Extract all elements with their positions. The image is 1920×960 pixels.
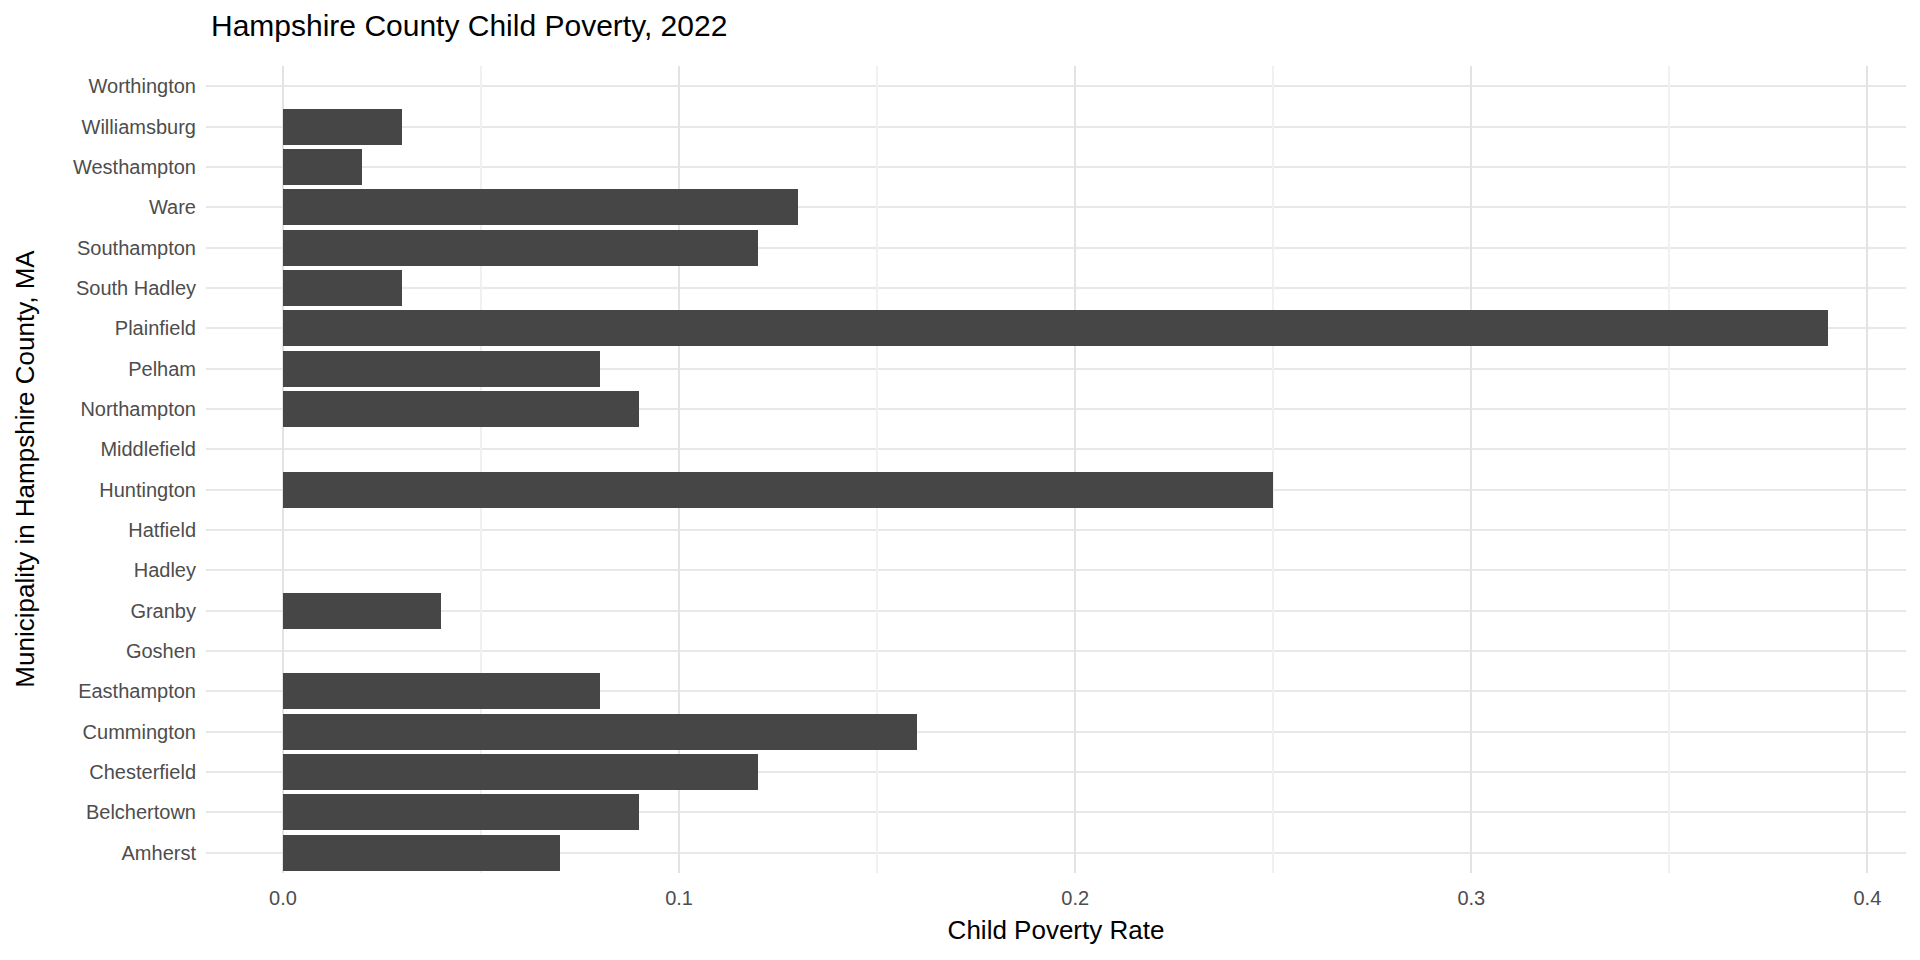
y-tick-label: Ware xyxy=(0,194,196,220)
x-gridline-minor xyxy=(1272,66,1274,873)
x-axis-title: Child Poverty Rate xyxy=(948,915,1165,946)
chart-title: Hampshire County Child Poverty, 2022 xyxy=(211,9,727,44)
y-gridline xyxy=(206,85,1906,87)
y-gridline xyxy=(206,287,1906,289)
bar-southampton xyxy=(283,230,758,266)
bar-westhampton xyxy=(283,149,362,185)
y-tick-label: Amherst xyxy=(0,840,196,866)
x-tick-label: 0.1 xyxy=(639,886,719,910)
y-gridline xyxy=(206,569,1906,571)
bar-ware xyxy=(283,189,798,225)
y-tick-label: Westhampton xyxy=(0,154,196,180)
y-tick-label: Chesterfield xyxy=(0,759,196,785)
x-gridline-major xyxy=(1470,66,1472,873)
y-axis-title: Municipality in Hampshire County, MA xyxy=(10,250,41,687)
bar-plainfield xyxy=(283,310,1828,346)
bar-pelham xyxy=(283,351,600,387)
y-gridline xyxy=(206,166,1906,168)
bar-south-hadley xyxy=(283,270,402,306)
x-tick-label: 0.4 xyxy=(1827,886,1907,910)
plot-panel xyxy=(206,66,1906,873)
y-gridline xyxy=(206,610,1906,612)
y-tick-label: Belchertown xyxy=(0,799,196,825)
x-gridline-minor xyxy=(876,66,878,873)
bar-cummington xyxy=(283,714,917,750)
bar-chesterfield xyxy=(283,754,758,790)
bar-granby xyxy=(283,593,441,629)
x-gridline-minor xyxy=(1668,66,1670,873)
x-gridline-major xyxy=(1074,66,1076,873)
y-gridline xyxy=(206,448,1906,450)
x-gridline-major xyxy=(1866,66,1868,873)
y-tick-label: Williamsburg xyxy=(0,114,196,140)
bar-huntington xyxy=(283,472,1273,508)
y-tick-label: Cummington xyxy=(0,719,196,745)
x-tick-label: 0.0 xyxy=(243,886,323,910)
x-tick-label: 0.3 xyxy=(1431,886,1511,910)
bar-northampton xyxy=(283,391,639,427)
x-gridline-major xyxy=(282,66,284,873)
bar-chart: Hampshire County Child Poverty, 2022 Wor… xyxy=(0,0,1920,960)
x-tick-label: 0.2 xyxy=(1035,886,1115,910)
x-gridline-major xyxy=(678,66,680,873)
bar-belchertown xyxy=(283,794,639,830)
y-tick-label: Worthington xyxy=(0,73,196,99)
bar-williamsburg xyxy=(283,109,402,145)
x-gridline-minor xyxy=(480,66,482,873)
bar-amherst xyxy=(283,835,560,871)
bar-easthampton xyxy=(283,673,600,709)
y-gridline xyxy=(206,126,1906,128)
y-gridline xyxy=(206,529,1906,531)
y-gridline xyxy=(206,650,1906,652)
